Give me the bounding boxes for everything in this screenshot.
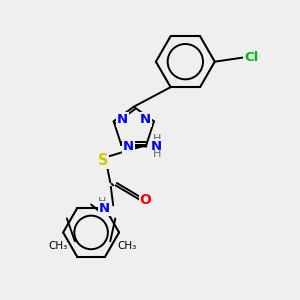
Text: H: H (98, 197, 106, 207)
Text: O: O (140, 193, 152, 207)
Text: CH₃: CH₃ (118, 241, 137, 251)
Text: Cl: Cl (244, 51, 259, 64)
Text: N: N (123, 140, 134, 153)
Text: N: N (99, 202, 110, 215)
Text: N: N (151, 140, 162, 153)
Text: H: H (152, 149, 161, 159)
Text: N: N (117, 113, 128, 126)
Text: H: H (152, 134, 161, 144)
Text: N: N (140, 113, 151, 126)
Text: S: S (98, 153, 108, 168)
Text: CH₃: CH₃ (48, 241, 68, 251)
